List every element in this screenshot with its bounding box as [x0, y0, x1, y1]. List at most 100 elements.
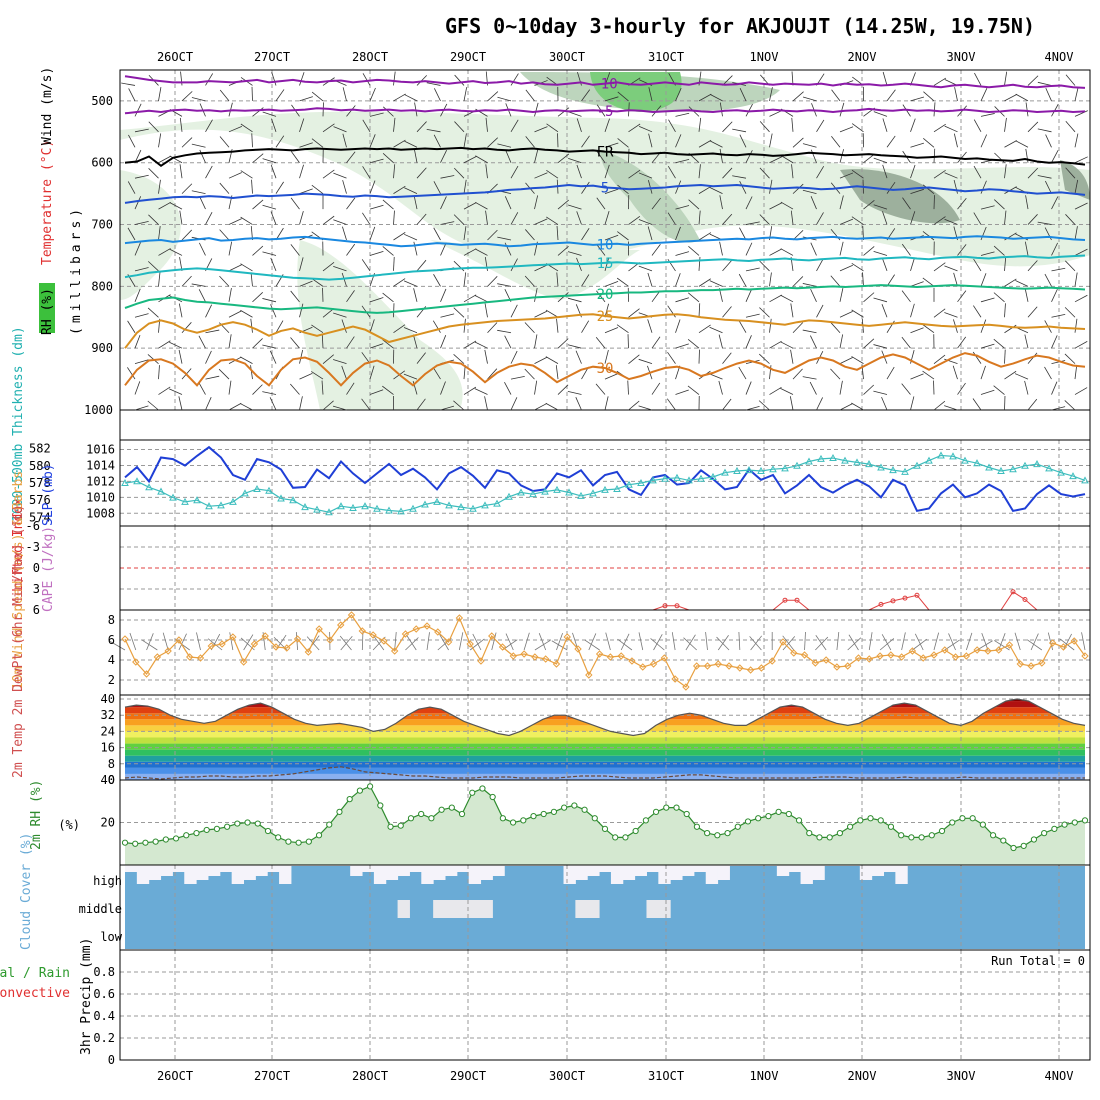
wind-barb — [575, 350, 582, 364]
wind-barb — [769, 87, 773, 101]
cape-axis-label: CAPE (J/kg) — [41, 526, 56, 612]
wind-barb — [745, 103, 753, 117]
wind-barb — [393, 210, 395, 225]
wind-barb — [510, 350, 518, 364]
wind10m-barb — [998, 633, 1006, 651]
wind-barb — [651, 244, 661, 256]
wind-barb — [675, 389, 689, 395]
rh2m-marker — [959, 815, 966, 822]
wind-barb — [933, 354, 946, 364]
wind-barb — [944, 125, 958, 133]
wind10m-marker — [1070, 637, 1078, 645]
wind-barb — [628, 354, 640, 364]
rh2m-axis-label: 2m RH (%) — [29, 780, 44, 850]
wind10m-marker — [466, 640, 474, 648]
wind-barb — [271, 72, 277, 86]
wind-barb — [980, 343, 995, 349]
wind-barb — [910, 118, 916, 132]
wind-barb — [262, 344, 277, 349]
wind-barb — [333, 312, 347, 318]
wind10m-barb — [109, 640, 126, 651]
wind-barb — [802, 283, 817, 287]
wind-barb — [1037, 81, 1052, 86]
cloud-cover-fill — [125, 866, 1085, 949]
wind-barb — [474, 341, 488, 349]
wind-barb — [270, 164, 277, 179]
rh2m-marker — [673, 804, 680, 811]
wind-barb — [393, 324, 406, 334]
millibars-axis-label: (millibars) — [69, 205, 84, 335]
wind-barb — [647, 226, 653, 241]
wind-barb — [980, 273, 987, 287]
wind10m-marker — [455, 614, 464, 622]
y-tick-label: 1008 — [86, 506, 115, 520]
top-date-tick: 26OCT — [157, 50, 193, 64]
wind-barb — [299, 303, 304, 318]
wind-barb — [299, 164, 304, 179]
wind-barb — [433, 181, 441, 194]
wind10m-marker — [995, 646, 1003, 654]
wind-barb — [181, 137, 193, 148]
rh2m-marker — [346, 796, 353, 803]
rh2m-marker — [254, 820, 261, 827]
wind-barb — [839, 264, 853, 272]
wind-barb — [179, 164, 183, 179]
lifted-index-panel: -6 -3 0 3 6 Lifted Index CAPE (J/kg) — [11, 498, 1091, 617]
wind-barb — [910, 327, 924, 334]
wind-barb — [933, 400, 946, 411]
wind10m-marker — [692, 662, 701, 670]
wind-barb — [933, 216, 946, 225]
temperature-axis-label: Temperature (°C) — [40, 140, 55, 265]
lifted-index-line — [125, 591, 1085, 611]
wind-barb — [1074, 387, 1088, 395]
wind-barb — [369, 112, 384, 117]
wind-barb — [270, 304, 277, 318]
wind-barb — [568, 111, 582, 117]
temp-line — [124, 698, 1086, 737]
wind-barb — [1025, 102, 1029, 117]
thickness-marker — [1033, 460, 1041, 468]
wind-barb — [980, 365, 986, 380]
wind-barb — [882, 211, 888, 225]
rh2m-marker — [989, 832, 997, 839]
wind-barb — [863, 199, 875, 210]
wind-barb — [434, 88, 441, 102]
rh2m-marker — [244, 819, 251, 826]
wind10m-marker — [962, 652, 971, 660]
wind10m-marker — [908, 647, 917, 655]
wind-barb — [463, 87, 468, 101]
cloud-high-clear — [362, 866, 375, 872]
y-tick-label: 2 — [108, 673, 115, 687]
wind-barb — [181, 275, 192, 287]
rh2m-marker — [775, 808, 782, 815]
wind-barb — [369, 250, 384, 256]
wind-barb — [1064, 260, 1076, 272]
rh2m-marker — [642, 817, 649, 824]
wind-barb — [944, 172, 958, 179]
wind10m-barb — [505, 633, 514, 651]
thickness-marker — [541, 487, 549, 495]
wind10m-marker — [239, 658, 248, 666]
wind-barb — [158, 133, 162, 148]
wind10m-grid — [120, 610, 1090, 695]
wind-barb — [863, 338, 875, 349]
wind-barb — [299, 280, 313, 287]
wind-barb — [322, 261, 335, 272]
wind-barb — [830, 368, 841, 380]
wind10m-marker — [1059, 643, 1068, 651]
wind-barb — [1027, 167, 1039, 179]
wind-barb — [816, 165, 825, 179]
wind10m-marker — [132, 658, 140, 666]
rh2m-marker — [275, 834, 282, 841]
wind-barb — [722, 167, 733, 179]
wind-barb — [698, 93, 712, 102]
precip-frame — [119, 949, 1091, 1061]
wind-barb — [604, 234, 619, 241]
thickness-marker — [733, 466, 741, 474]
wind-barb — [802, 96, 817, 102]
wind-barb — [675, 87, 682, 102]
wind-barb — [524, 322, 535, 334]
wind-barb — [219, 136, 230, 148]
y-tick-label: 580 — [29, 459, 51, 473]
wind10m-barb — [1063, 633, 1072, 651]
